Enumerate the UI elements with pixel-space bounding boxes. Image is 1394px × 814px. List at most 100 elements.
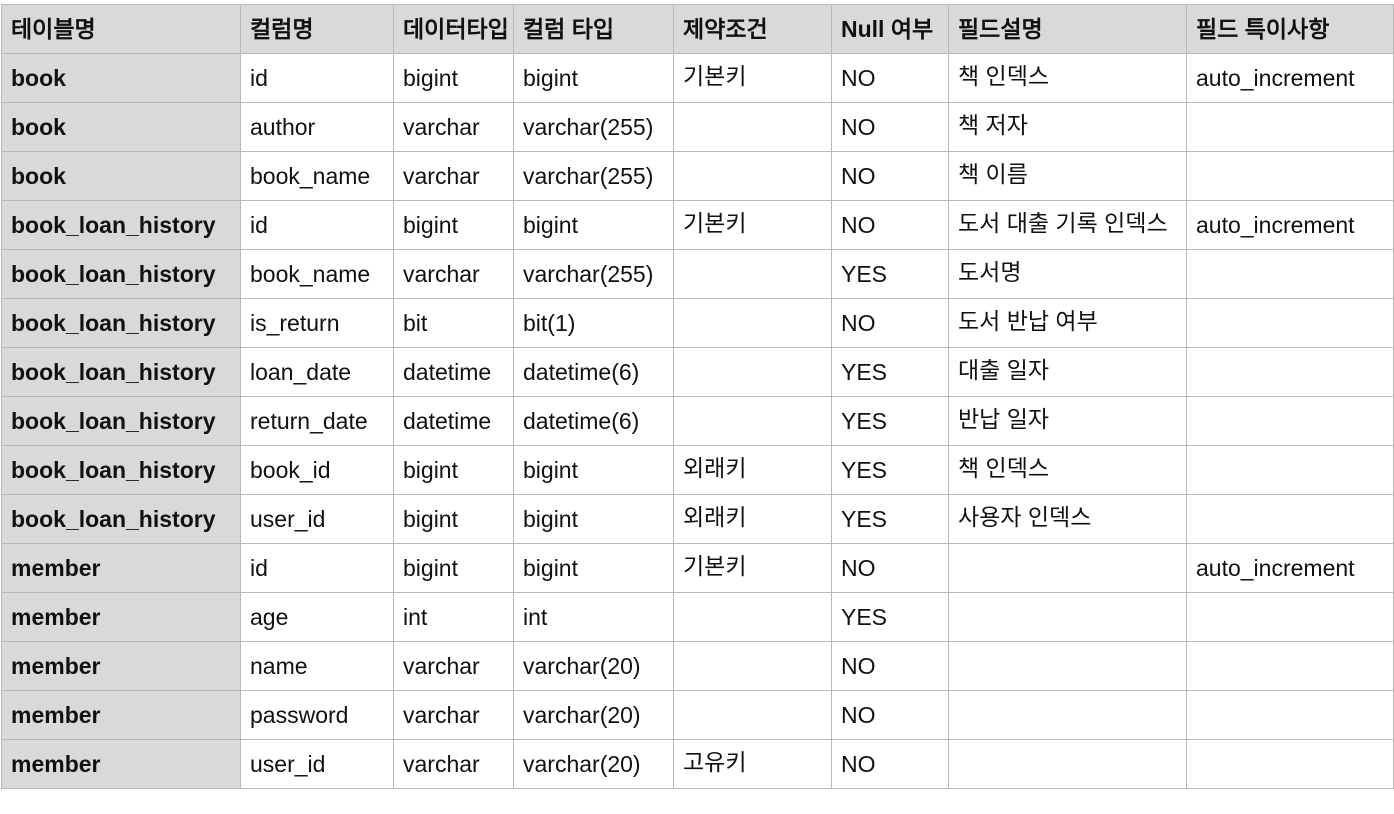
constraint-cell: 기본키 [673, 53, 832, 103]
data-type-cell: varchar [393, 151, 514, 201]
column-type-cell: bit(1) [513, 298, 674, 348]
data-type-cell: int [393, 592, 514, 642]
extra-cell [1186, 494, 1394, 544]
data-type-cell: varchar [393, 102, 514, 152]
header-extra: 필드 특이사항 [1186, 4, 1394, 54]
column-name-cell: password [240, 690, 394, 740]
table-name-cell: book_loan_history [1, 200, 241, 250]
description-cell [948, 543, 1187, 593]
constraint-cell [673, 347, 832, 397]
column-name-cell: book_name [240, 151, 394, 201]
description-cell: 도서 반납 여부 [948, 298, 1187, 348]
constraint-cell: 고유키 [673, 739, 832, 789]
extra-cell: auto_increment [1186, 53, 1394, 103]
header-column-name: 컬럼명 [240, 4, 394, 54]
description-cell: 책 이름 [948, 151, 1187, 201]
extra-cell [1186, 445, 1394, 495]
constraint-cell [673, 298, 832, 348]
schema-table: 테이블명 컬럼명 데이터타입 컬럼 타입 제약조건 Null 여부 필드설명 필… [1, 4, 1394, 789]
column-name-cell: id [240, 200, 394, 250]
extra-cell: auto_increment [1186, 200, 1394, 250]
table-name-cell: member [1, 543, 241, 593]
table-row: book_loan_history id bigint bigint 기본키 NO 도서 대… [1, 200, 1394, 250]
extra-cell [1186, 396, 1394, 446]
nullable-cell: YES [831, 445, 949, 495]
description-cell: 반납 일자 [948, 396, 1187, 446]
description-cell: 사용자 인덱스 [948, 494, 1187, 544]
nullable-cell: NO [831, 690, 949, 740]
constraint-cell: 외래키 [673, 445, 832, 495]
nullable-cell: NO [831, 641, 949, 691]
column-type-cell: varchar(20) [513, 641, 674, 691]
nullable-cell: NO [831, 151, 949, 201]
extra-cell [1186, 690, 1394, 740]
table-name-cell: book_loan_history [1, 445, 241, 495]
nullable-cell: NO [831, 739, 949, 789]
table-name-cell: book [1, 151, 241, 201]
description-cell: 대출 일자 [948, 347, 1187, 397]
table-row: book_loan_history loan_date datetime dateti… [1, 347, 1394, 397]
nullable-cell: NO [831, 53, 949, 103]
column-name-cell: name [240, 641, 394, 691]
column-type-cell: varchar(255) [513, 151, 674, 201]
description-cell [948, 690, 1187, 740]
header-table-name: 테이블명 [1, 4, 241, 54]
table-name-cell: book_loan_history [1, 396, 241, 446]
column-type-cell: bigint [513, 200, 674, 250]
constraint-cell [673, 641, 832, 691]
table-row: member id bigint bigint 기본키 NO auto_increment [1, 543, 1394, 593]
table-name-cell: member [1, 739, 241, 789]
description-cell [948, 739, 1187, 789]
constraint-cell: 기본키 [673, 200, 832, 250]
extra-cell [1186, 102, 1394, 152]
header-description: 필드설명 [948, 4, 1187, 54]
column-type-cell: varchar(20) [513, 739, 674, 789]
constraint-cell: 외래키 [673, 494, 832, 544]
table-row: book_loan_history book_name varchar varchar… [1, 249, 1394, 299]
extra-cell [1186, 151, 1394, 201]
table-row: book book_name varchar varchar(255) NO 책 이름 [1, 151, 1394, 201]
table-name-cell: member [1, 641, 241, 691]
data-type-cell: bigint [393, 445, 514, 495]
nullable-cell: YES [831, 396, 949, 446]
data-type-cell: bigint [393, 200, 514, 250]
data-type-cell: varchar [393, 641, 514, 691]
column-type-cell: int [513, 592, 674, 642]
nullable-cell: YES [831, 249, 949, 299]
description-cell: 도서명 [948, 249, 1187, 299]
table-name-cell: book [1, 53, 241, 103]
constraint-cell [673, 249, 832, 299]
data-type-cell: bigint [393, 53, 514, 103]
table-name-cell: book_loan_history [1, 494, 241, 544]
table-name-cell: book_loan_history [1, 298, 241, 348]
table-row: book_loan_history user_id bigint bigint 외래키 Y… [1, 494, 1394, 544]
table-row: member password varchar varchar(20) NO [1, 690, 1394, 740]
column-name-cell: author [240, 102, 394, 152]
data-type-cell: datetime [393, 396, 514, 446]
table-body: book id bigint bigint 기본키 NO 책 인덱스 auto_increme… [1, 53, 1394, 789]
column-type-cell: varchar(255) [513, 249, 674, 299]
column-name-cell: age [240, 592, 394, 642]
constraint-cell [673, 690, 832, 740]
data-type-cell: datetime [393, 347, 514, 397]
table-name-cell: member [1, 592, 241, 642]
table-row: member name varchar varchar(20) NO [1, 641, 1394, 691]
data-type-cell: varchar [393, 739, 514, 789]
column-name-cell: return_date [240, 396, 394, 446]
data-type-cell: varchar [393, 690, 514, 740]
nullable-cell: YES [831, 347, 949, 397]
description-cell: 책 인덱스 [948, 53, 1187, 103]
column-name-cell: book_id [240, 445, 394, 495]
column-name-cell: id [240, 53, 394, 103]
description-cell [948, 592, 1187, 642]
column-name-cell: book_name [240, 249, 394, 299]
constraint-cell [673, 396, 832, 446]
nullable-cell: NO [831, 102, 949, 152]
column-type-cell: datetime(6) [513, 396, 674, 446]
table-name-cell: book [1, 102, 241, 152]
column-type-cell: bigint [513, 494, 674, 544]
extra-cell [1186, 249, 1394, 299]
header-column-type: 컬럼 타입 [513, 4, 674, 54]
column-type-cell: datetime(6) [513, 347, 674, 397]
